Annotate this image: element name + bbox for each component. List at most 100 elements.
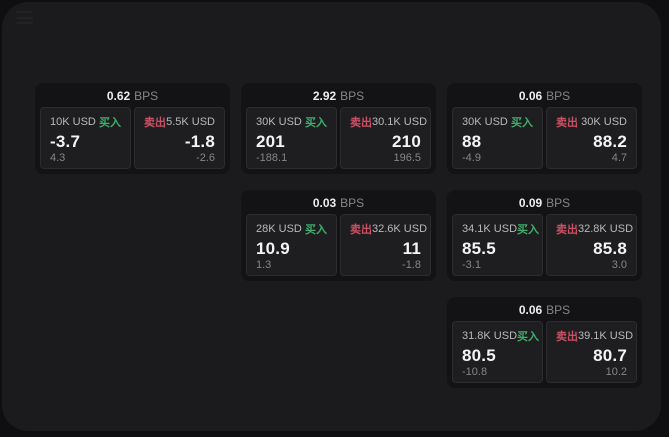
- card-bps-header: 0.03 BPS: [241, 190, 436, 212]
- sell-side-badge: 卖出: [144, 117, 166, 129]
- sell-quote-value: -1.8: [184, 132, 215, 151]
- buy-side-badge: 买入: [305, 117, 327, 129]
- buy-delta-value: 1.3: [256, 259, 272, 271]
- buy-delta-value: -188.1: [256, 152, 288, 164]
- app-window-panel: 0.62 BPS 10K USD 买入 -3.7 4.3 卖出 5.5K USD…: [2, 2, 661, 431]
- buy-amount-label: 30K USD: [256, 116, 302, 128]
- buy-quote-value: 80.5: [462, 346, 496, 365]
- card-bps-header: 2.92 BPS: [241, 83, 436, 105]
- card-bps-header: 0.06 BPS: [447, 297, 642, 319]
- buy-amount-label: 28K USD: [256, 223, 302, 235]
- bps-unit-label: BPS: [546, 302, 571, 317]
- card-body: 34.1K USD 买入 85.5 -3.1 卖出 32.8K USD 85.8…: [447, 212, 642, 281]
- sell-quote-value: 85.8: [593, 239, 627, 258]
- buy-amount-label: 10K USD: [50, 116, 96, 128]
- sell-delta-value: 196.5: [393, 152, 421, 164]
- quote-card: 0.03 BPS 28K USD 买入 10.9 1.3 卖出 32.6K US…: [241, 190, 436, 281]
- card-bps-header: 0.06 BPS: [447, 83, 642, 105]
- sell-quote-value: 88.2: [593, 132, 627, 151]
- bps-unit-label: BPS: [546, 88, 571, 103]
- sell-amount-label: 32.8K USD: [578, 223, 634, 235]
- sell-pane[interactable]: 卖出 32.8K USD 85.8 3.0: [546, 214, 637, 276]
- buy-amount-label: 30K USD: [462, 116, 508, 128]
- buy-amount-label: 31.8K USD: [462, 330, 518, 342]
- card-body: 30K USD 买入 201 -188.1 卖出 30.1K USD 210 1…: [241, 105, 436, 174]
- quote-card: 0.62 BPS 10K USD 买入 -3.7 4.3 卖出 5.5K USD…: [35, 83, 230, 174]
- sell-side-badge: 卖出: [556, 224, 578, 236]
- bps-value: 0.03: [312, 195, 337, 210]
- buy-pane-header: 31.8K USD 买入: [462, 328, 539, 344]
- buy-pane-header: 10K USD 买入: [50, 114, 121, 130]
- quote-card: 0.09 BPS 34.1K USD 买入 85.5 -3.1 卖出 32.8K…: [447, 190, 642, 281]
- sell-quote-value: 11: [402, 239, 421, 258]
- buy-side-badge: 买入: [511, 117, 533, 129]
- buy-pane[interactable]: 30K USD 买入 201 -188.1: [246, 107, 337, 169]
- sell-pane[interactable]: 卖出 39.1K USD 80.7 10.2: [546, 321, 637, 383]
- buy-pane-header: 34.1K USD 买入: [462, 221, 539, 237]
- sell-side-badge: 卖出: [350, 224, 372, 236]
- card-body: 10K USD 买入 -3.7 4.3 卖出 5.5K USD -1.8 -2.…: [35, 105, 230, 174]
- buy-pane[interactable]: 28K USD 买入 10.9 1.3: [246, 214, 337, 276]
- buy-quote-value: 10.9: [256, 239, 290, 258]
- quote-card: 0.06 BPS 31.8K USD 买入 80.5 -10.8 卖出 39.1…: [447, 297, 642, 388]
- bps-unit-label: BPS: [546, 195, 571, 210]
- sell-pane[interactable]: 卖出 5.5K USD -1.8 -2.6: [134, 107, 225, 169]
- sell-pane-header: 卖出 32.6K USD: [350, 221, 427, 237]
- sell-side-badge: 卖出: [556, 117, 578, 129]
- sell-pane-header: 卖出 39.1K USD: [556, 328, 633, 344]
- buy-pane[interactable]: 34.1K USD 买入 85.5 -3.1: [452, 214, 543, 276]
- sell-pane[interactable]: 卖出 30K USD 88.2 4.7: [546, 107, 637, 169]
- quote-cards-grid: 0.62 BPS 10K USD 买入 -3.7 4.3 卖出 5.5K USD…: [35, 83, 642, 388]
- card-body: 31.8K USD 买入 80.5 -10.8 卖出 39.1K USD 80.…: [447, 319, 642, 388]
- bps-value: 0.06: [518, 88, 543, 103]
- sell-amount-label: 30.1K USD: [372, 116, 428, 128]
- buy-quote-value: -3.7: [50, 132, 81, 151]
- buy-pane[interactable]: 10K USD 买入 -3.7 4.3: [40, 107, 131, 169]
- bps-value: 0.09: [518, 195, 543, 210]
- buy-pane-header: 30K USD 买入: [462, 114, 533, 130]
- buy-amount-label: 34.1K USD: [462, 223, 518, 235]
- buy-pane[interactable]: 31.8K USD 买入 80.5 -10.8: [452, 321, 543, 383]
- buy-pane-header: 30K USD 买入: [256, 114, 327, 130]
- buy-pane[interactable]: 30K USD 买入 88 -4.9: [452, 107, 543, 169]
- buy-side-badge: 买入: [305, 224, 327, 236]
- sell-side-badge: 卖出: [350, 117, 372, 129]
- buy-quote-value: 201: [256, 132, 285, 151]
- sell-delta-value: 10.2: [605, 366, 627, 378]
- quote-card: 2.92 BPS 30K USD 买入 201 -188.1 卖出 30.1K …: [241, 83, 436, 174]
- sell-pane[interactable]: 卖出 32.6K USD 11 -1.8: [340, 214, 431, 276]
- card-body: 30K USD 买入 88 -4.9 卖出 30K USD 88.2 4.7: [447, 105, 642, 174]
- buy-quote-value: 85.5: [462, 239, 496, 258]
- sell-pane-header: 卖出 5.5K USD: [144, 114, 215, 130]
- buy-side-badge: 买入: [517, 331, 540, 343]
- sell-quote-value: 80.7: [593, 346, 627, 365]
- sell-delta-value: 4.7: [611, 152, 627, 164]
- bps-value: 0.06: [518, 302, 543, 317]
- sell-amount-label: 30K USD: [581, 116, 627, 128]
- sell-amount-label: 32.6K USD: [372, 223, 428, 235]
- bps-unit-label: BPS: [340, 88, 365, 103]
- card-bps-header: 0.09 BPS: [447, 190, 642, 212]
- bps-unit-label: BPS: [340, 195, 365, 210]
- sell-amount-label: 39.1K USD: [578, 330, 634, 342]
- buy-pane-header: 28K USD 买入: [256, 221, 327, 237]
- sell-delta-value: -1.8: [402, 259, 421, 271]
- card-body: 28K USD 买入 10.9 1.3 卖出 32.6K USD 11 -1.8: [241, 212, 436, 281]
- buy-side-badge: 买入: [99, 117, 121, 129]
- buy-side-badge: 买入: [517, 224, 540, 236]
- bps-value: 2.92: [312, 88, 337, 103]
- buy-delta-value: -4.9: [462, 152, 481, 164]
- sell-pane-header: 卖出 30K USD: [556, 114, 627, 130]
- sell-amount-label: 5.5K USD: [166, 116, 215, 128]
- buy-delta-value: -10.8: [462, 366, 488, 378]
- menu-icon[interactable]: [16, 11, 33, 24]
- sell-side-badge: 卖出: [556, 331, 578, 343]
- sell-delta-value: -2.6: [196, 152, 215, 164]
- buy-delta-value: 4.3: [50, 152, 66, 164]
- sell-pane-header: 卖出 30.1K USD: [350, 114, 427, 130]
- buy-delta-value: -3.1: [462, 259, 481, 271]
- sell-quote-value: 210: [392, 132, 421, 151]
- sell-pane-header: 卖出 32.8K USD: [556, 221, 633, 237]
- card-bps-header: 0.62 BPS: [35, 83, 230, 105]
- sell-pane[interactable]: 卖出 30.1K USD 210 196.5: [340, 107, 431, 169]
